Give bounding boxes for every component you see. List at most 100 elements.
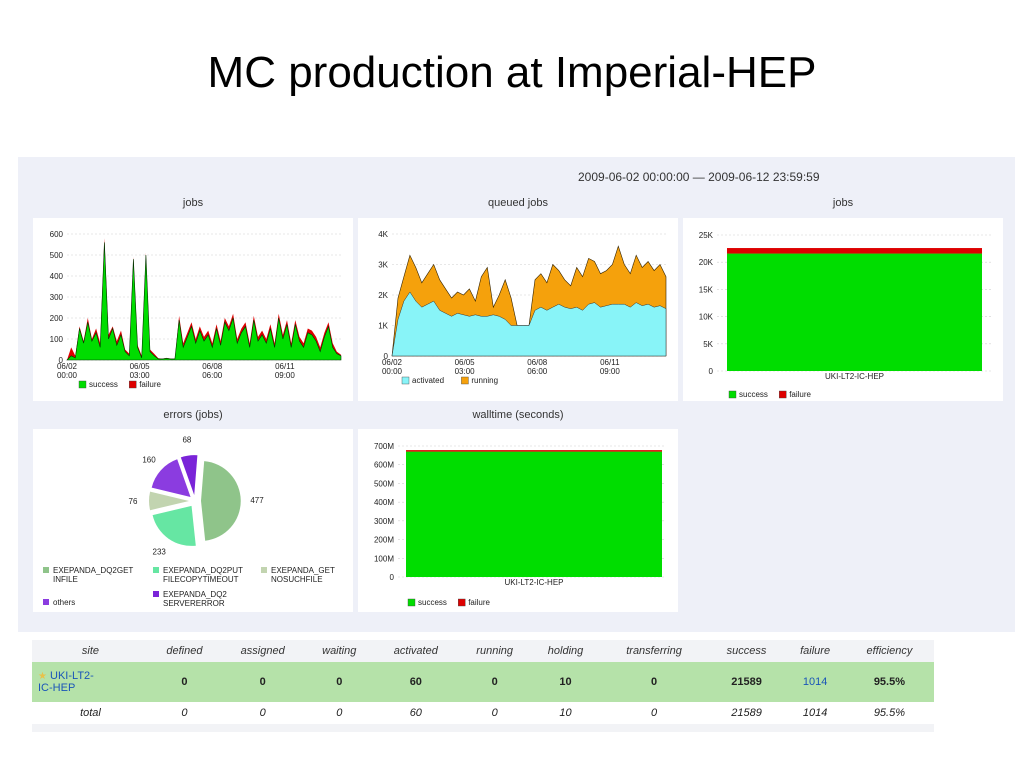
site-link[interactable]: ★ UKI-LT2- IC-HEP bbox=[32, 662, 149, 702]
y-tick-label: 5K bbox=[703, 340, 713, 349]
legend-label: EXEPANDA_DQ2GET INFILE bbox=[53, 566, 133, 584]
x-tick-label: 06/02 00:00 bbox=[57, 362, 78, 380]
jobs-area-chart: 0 100 200 300 400 500 600 06/02 00:00 06/05 03:00 0… bbox=[50, 230, 342, 389]
table-total-row: total 0 0 0 60 0 10 0 21589 1014 95.5% bbox=[32, 702, 934, 724]
pie-slice bbox=[152, 505, 196, 546]
x-tick-label: 06/08 06:00 bbox=[202, 362, 223, 380]
chart-title-walltime: walltime (seconds) bbox=[472, 409, 564, 421]
jobs-bar-chart-panel: 0 5K 10K 15K 20K 25K UKI-LT2-IC-HEP success fail… bbox=[683, 218, 1003, 401]
y-tick-label: 200M bbox=[374, 536, 394, 545]
total-activated: 60 bbox=[372, 702, 459, 724]
legend-swatch bbox=[261, 567, 267, 573]
cell-assigned: 0 bbox=[219, 662, 306, 702]
y-tick-label: 500M bbox=[374, 479, 394, 488]
y-tick-label: 500 bbox=[50, 251, 64, 260]
y-tick-label: 700M bbox=[374, 442, 394, 451]
queued-jobs-chart-panel: 0 1K 2K 3K 4K 06/02 00:00 06/05 03:00 06/08 06:00 0… bbox=[358, 218, 678, 401]
failure-bar bbox=[406, 450, 662, 452]
star-icon: ★ bbox=[38, 671, 47, 682]
col-success[interactable]: success bbox=[726, 645, 767, 657]
y-tick-label: 300 bbox=[50, 293, 64, 302]
col-efficiency[interactable]: efficiency bbox=[866, 645, 913, 657]
legend-swatch bbox=[78, 380, 87, 389]
total-running: 0 bbox=[458, 702, 531, 724]
legend-swatch bbox=[778, 390, 787, 399]
legend-swatch bbox=[43, 567, 49, 573]
chart-title-jobs-bar: jobs bbox=[832, 197, 854, 209]
y-tick-label: 100 bbox=[50, 335, 64, 344]
pie-slice bbox=[180, 455, 198, 496]
chart-title-queued-jobs: queued jobs bbox=[488, 197, 548, 209]
col-site[interactable]: site bbox=[81, 645, 100, 657]
cell-holding: 10 bbox=[530, 662, 601, 702]
y-tick-label: 400 bbox=[50, 272, 64, 281]
col-waiting[interactable]: waiting bbox=[322, 645, 357, 657]
y-tick-label: 10K bbox=[699, 313, 714, 322]
col-transferring[interactable]: transferring bbox=[626, 645, 682, 657]
total-transferring: 0 bbox=[600, 702, 708, 724]
pie-value-label: 68 bbox=[182, 436, 191, 445]
table-header-row: site defined assigned waiting activated … bbox=[32, 640, 934, 662]
y-tick-label: 300M bbox=[374, 517, 394, 526]
legend-label: EXEPANDA_DQ2PUT FILECOPYTIMEOUT bbox=[163, 566, 243, 584]
legend-label: others bbox=[53, 598, 75, 607]
x-category-label: UKI-LT2-IC-HEP bbox=[825, 372, 884, 381]
jobs-area-chart-panel: 0 100 200 300 400 500 600 06/02 00:00 06/05 03:00 0… bbox=[33, 218, 353, 401]
legend-label: EXEPANDA_DQ2 SERVERERROR bbox=[163, 590, 227, 608]
legend-swatch bbox=[153, 591, 159, 597]
walltime-bar-chart: 0 100M 200M 300M 400M 500M 600M 700M UKI-LT2-IC-… bbox=[374, 442, 666, 607]
x-tick-label: 06/11 09:00 bbox=[600, 358, 621, 376]
legend-swatch bbox=[728, 390, 737, 399]
legend-swatch bbox=[128, 380, 137, 389]
total-label: total bbox=[32, 702, 149, 724]
legend-label: failure bbox=[468, 598, 490, 607]
chart-title-errors: errors (jobs) bbox=[163, 409, 223, 421]
x-category-label: UKI-LT2-IC-HEP bbox=[505, 578, 564, 587]
y-tick-label: 3K bbox=[378, 261, 388, 270]
y-tick-label: 20K bbox=[699, 258, 714, 267]
failure-link[interactable]: 1014 bbox=[785, 662, 845, 702]
col-failure[interactable]: failure bbox=[800, 645, 831, 657]
activated-area bbox=[391, 291, 667, 357]
pie-value-label: 76 bbox=[129, 497, 138, 506]
site-name-line2[interactable]: IC-HEP bbox=[38, 682, 76, 694]
total-assigned: 0 bbox=[219, 702, 306, 724]
legend-swatch bbox=[401, 376, 410, 385]
site-name-line1[interactable]: UKI-LT2- bbox=[50, 670, 94, 682]
col-holding[interactable]: holding bbox=[547, 645, 584, 657]
site-summary-table: site defined assigned waiting activated … bbox=[32, 640, 934, 732]
total-failure: 1014 bbox=[785, 702, 845, 724]
cell-efficiency: 95.5% bbox=[844, 662, 934, 702]
cell-running: 0 bbox=[458, 662, 531, 702]
jobs-bar-chart: 0 5K 10K 15K 20K 25K UKI-LT2-IC-HEP success fail… bbox=[699, 231, 991, 399]
col-running[interactable]: running bbox=[476, 645, 513, 657]
cell-transferring: 0 bbox=[600, 662, 708, 702]
y-tick-label: 0 bbox=[709, 367, 714, 376]
y-tick-label: 600M bbox=[374, 461, 394, 470]
col-defined[interactable]: defined bbox=[166, 645, 203, 657]
y-tick-label: 4K bbox=[378, 230, 388, 239]
x-tick-label: 06/08 06:00 bbox=[527, 358, 548, 376]
success-area bbox=[66, 242, 342, 361]
legend-label: activated bbox=[412, 376, 444, 385]
x-tick-label: 06/11 09:00 bbox=[275, 362, 296, 380]
legend-swatch bbox=[461, 376, 469, 385]
failure-bar bbox=[727, 248, 982, 254]
x-tick-label: 06/05 03:00 bbox=[455, 358, 476, 376]
legend-label: success bbox=[418, 598, 447, 607]
queued-jobs-chart: 0 1K 2K 3K 4K 06/02 00:00 06/05 03:00 06/08 06:00 0… bbox=[378, 230, 667, 385]
date-range: 2009-06-02 00:00:00 — 2009-06-12 23:59:5… bbox=[578, 170, 820, 184]
col-assigned[interactable]: assigned bbox=[240, 645, 285, 657]
pie-slice bbox=[200, 461, 241, 541]
pie-value-label: 477 bbox=[250, 496, 264, 505]
walltime-bar-chart-panel: 0 100M 200M 300M 400M 500M 600M 700M UKI-LT2-IC-… bbox=[358, 429, 678, 612]
total-holding: 10 bbox=[530, 702, 601, 724]
y-tick-label: 100M bbox=[374, 554, 394, 563]
pie-value-label: 233 bbox=[153, 548, 167, 557]
total-waiting: 0 bbox=[305, 702, 373, 724]
x-tick-label: 06/02 00:00 bbox=[382, 358, 403, 376]
slide-title: MC production at Imperial-HEP bbox=[207, 48, 817, 97]
legend-swatch bbox=[153, 567, 159, 573]
col-activated[interactable]: activated bbox=[393, 645, 438, 657]
total-success: 21589 bbox=[707, 702, 786, 724]
